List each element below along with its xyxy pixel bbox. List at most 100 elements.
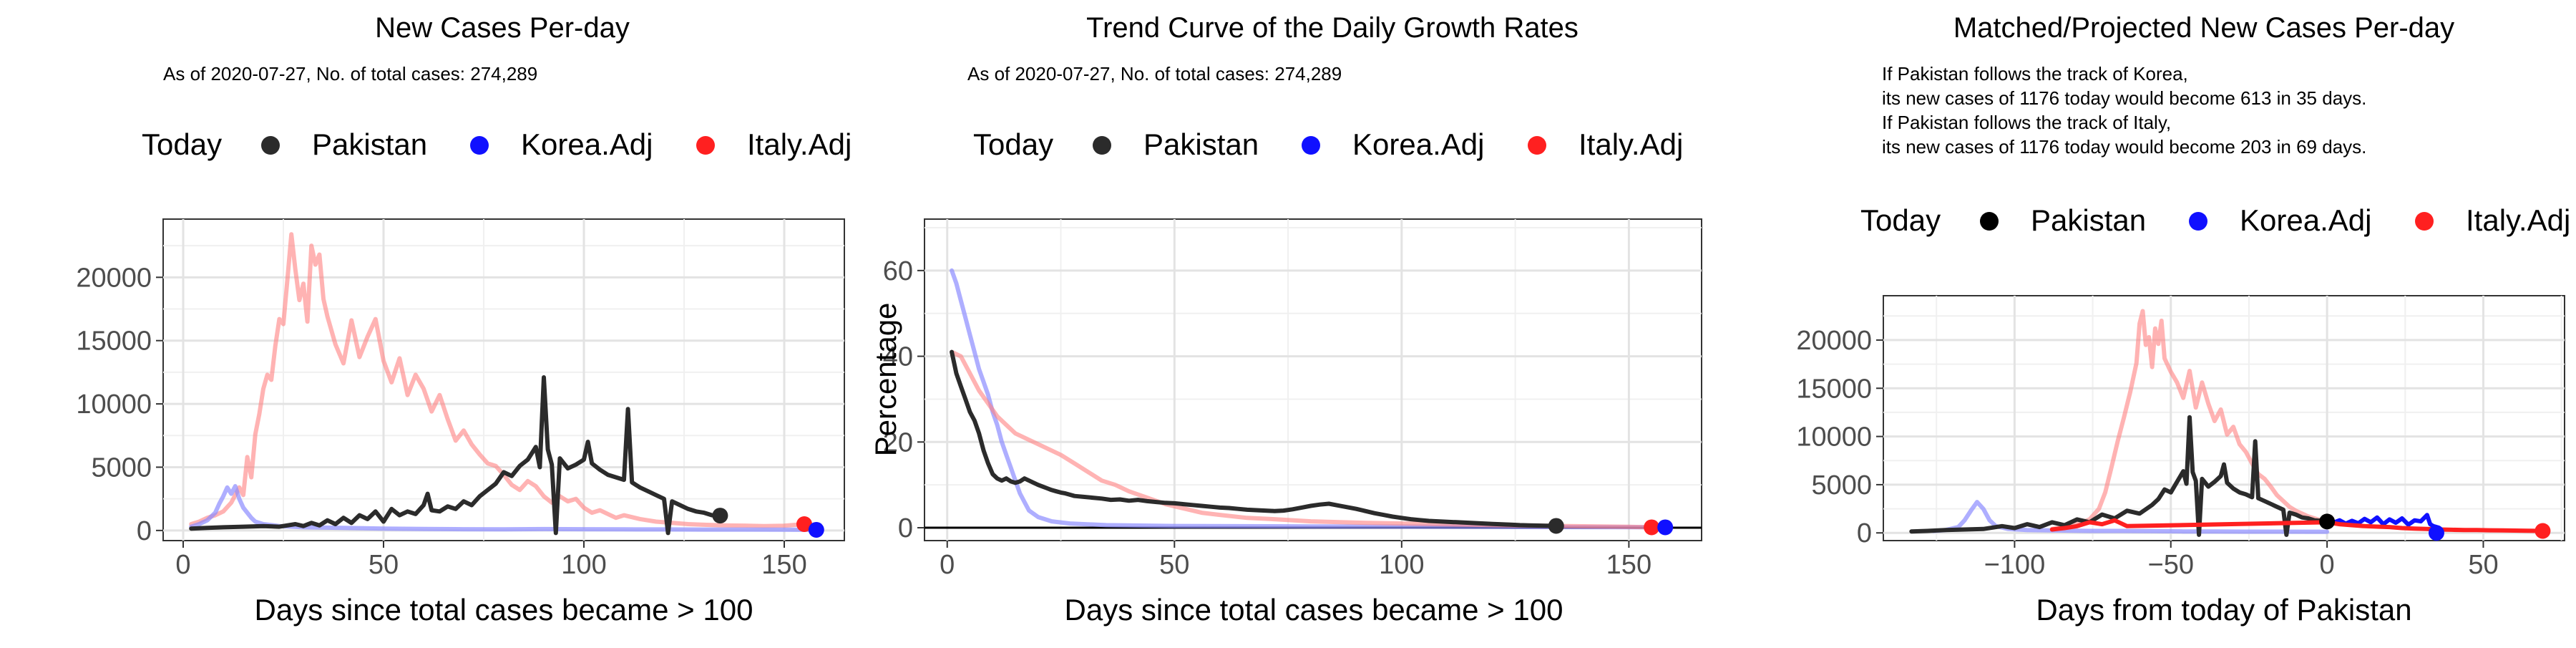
plot-area (162, 218, 845, 541)
x-axis-label: Days since total cases became > 100 (255, 593, 753, 627)
today-point-pakistan (712, 508, 728, 524)
today-point-italy-adj (796, 516, 812, 533)
y-tick-label: 0 (1857, 518, 1872, 548)
legend-marker-pakistan (1980, 212, 1999, 231)
chart-subtitle: As of 2020-07-27, No. of total cases: 27… (163, 63, 537, 84)
note-line-4: its new cases of 1176 today would become… (1882, 136, 2366, 158)
chart-panel-new-cases: New Cases Per-day As of 2020-07-27, No. … (0, 0, 859, 644)
legend-marker-pakistan (1093, 136, 1111, 155)
x-tick-label: 0 (940, 550, 955, 580)
today-point-korea-adj (808, 521, 824, 538)
legend: Today Pakistan Korea.Adj Italy.Adj (142, 127, 852, 161)
x-tick-label: 0 (2320, 550, 2335, 580)
y-tick-label: 5000 (1811, 470, 1872, 500)
x-tick-label: 150 (761, 550, 806, 580)
legend-label-korea: Korea.Adj (2240, 203, 2371, 237)
x-tick-labels: 0 50 100 150 (175, 541, 807, 580)
x-tick-label: 100 (1379, 550, 1424, 580)
series-lines (1909, 309, 2545, 537)
gridlines (163, 219, 844, 541)
x-tick-label: 100 (561, 550, 606, 580)
series-lines (924, 268, 1702, 530)
note-line-3: If Pakistan follows the track of Italy, (1882, 112, 2171, 133)
legend-marker-italy (2415, 212, 2434, 231)
series-line-pakistan (189, 375, 723, 536)
y-tick-label: 15000 (1796, 374, 1872, 404)
legend-marker-italy (1528, 136, 1546, 155)
today-markers (1548, 518, 1674, 536)
y-tick-label: 5000 (91, 453, 152, 483)
chart-new-cases-per-day: New Cases Per-day As of 2020-07-27, No. … (76, 12, 852, 627)
x-tick-label: 50 (369, 550, 399, 580)
y-tick-labels: 0 20 40 60 (883, 256, 924, 543)
y-tick-label: 20000 (76, 263, 152, 293)
legend-marker-korea (2189, 212, 2207, 231)
today-point-korea-adj (2428, 525, 2444, 541)
series-line-italy-adj (189, 232, 806, 528)
note-line-1: If Pakistan follows the track of Korea, (1882, 63, 2188, 84)
x-axis-label: Days since total cases became > 100 (1065, 593, 1563, 627)
x-tick-labels: 0 50 100 150 (940, 541, 1652, 580)
series-line-korea-adj (1931, 500, 2330, 534)
legend: Today Pakistan Korea.Adj Italy.Adj (973, 127, 1683, 161)
chart-matched-projected: Matched/Projected New Cases Per-day If P… (1796, 12, 2570, 627)
x-axis-label: Days from today of Pakistan (2036, 593, 2411, 627)
today-point-italy-adj (1644, 519, 1660, 536)
x-tick-label: 50 (2468, 550, 2498, 580)
x-tick-label: 0 (175, 550, 190, 580)
today-point-italy-adj (2534, 523, 2551, 539)
today-point-korea-adj (1657, 519, 1674, 536)
projection-notes: If Pakistan follows the track of Korea, … (1882, 63, 2366, 158)
y-tick-label: 20 (883, 427, 913, 458)
today-markers (712, 508, 824, 538)
series-line-korea-adj (950, 268, 1668, 530)
today-markers (2319, 513, 2551, 541)
legend-label-pakistan: Pakistan (2031, 203, 2146, 237)
chart-panel-projected: Matched/Projected New Cases Per-day If P… (1717, 0, 2576, 644)
today-point-pakistan (2319, 513, 2336, 530)
legend-label-italy: Italy.Adj (1579, 127, 1683, 161)
legend-label-korea: Korea.Adj (1352, 127, 1484, 161)
plot-area (924, 218, 1702, 541)
legend-marker-pakistan (261, 136, 280, 155)
legend-label-italy: Italy.Adj (2466, 203, 2570, 237)
series-line-italy-adj (2049, 309, 2330, 531)
legend-marker-italy (696, 136, 715, 155)
chart-panel-growth-rates: Trend Curve of the Daily Growth Rates As… (859, 0, 1717, 644)
x-tick-label: −50 (2148, 550, 2194, 580)
y-axis-label: Percentage (869, 303, 902, 457)
legend-label-italy: Italy.Adj (747, 127, 852, 161)
series-line-pakistan (1909, 415, 2330, 537)
series-line-pakistan (950, 349, 1558, 528)
legend-label-pakistan: Pakistan (1143, 127, 1259, 161)
y-tick-labels: 0 5000 10000 15000 20000 (1796, 326, 1883, 548)
legend-label-pakistan: Pakistan (312, 127, 427, 161)
legend-marker-korea (470, 136, 489, 155)
legend-label-today: Today (973, 127, 1053, 161)
y-tick-label: 10000 (1796, 422, 1872, 453)
y-tick-label: 10000 (76, 390, 152, 420)
y-tick-label: 0 (898, 513, 913, 543)
chart-subtitle: As of 2020-07-27, No. of total cases: 27… (967, 63, 1342, 84)
y-tick-label: 15000 (76, 327, 152, 357)
gridlines (1883, 296, 2565, 541)
chart-title: Trend Curve of the Daily Growth Rates (1086, 12, 1579, 44)
x-tick-label: 50 (1159, 550, 1189, 580)
y-tick-label: 0 (137, 516, 152, 546)
chart-title: Matched/Projected New Cases Per-day (1953, 12, 2454, 44)
x-tick-label: −100 (1984, 550, 2046, 580)
y-tick-label: 20000 (1796, 326, 1872, 356)
legend-label-korea: Korea.Adj (521, 127, 653, 161)
x-tick-label: 150 (1606, 550, 1652, 580)
y-tick-labels: 0 5000 10000 15000 20000 (76, 263, 163, 546)
legend-label-today: Today (142, 127, 222, 161)
legend-marker-korea (1302, 136, 1320, 155)
chart-title: New Cases Per-day (375, 12, 630, 44)
legend-label-today: Today (1860, 203, 1941, 237)
x-tick-labels: −100 −50 0 50 (1984, 541, 2499, 580)
y-tick-label: 40 (883, 342, 913, 372)
legend: Today Pakistan Korea.Adj Italy.Adj (1860, 203, 2570, 237)
series-line-italy-adj (2049, 518, 2545, 533)
y-tick-label: 60 (883, 256, 913, 286)
series-line-italy-adj (950, 349, 1654, 530)
